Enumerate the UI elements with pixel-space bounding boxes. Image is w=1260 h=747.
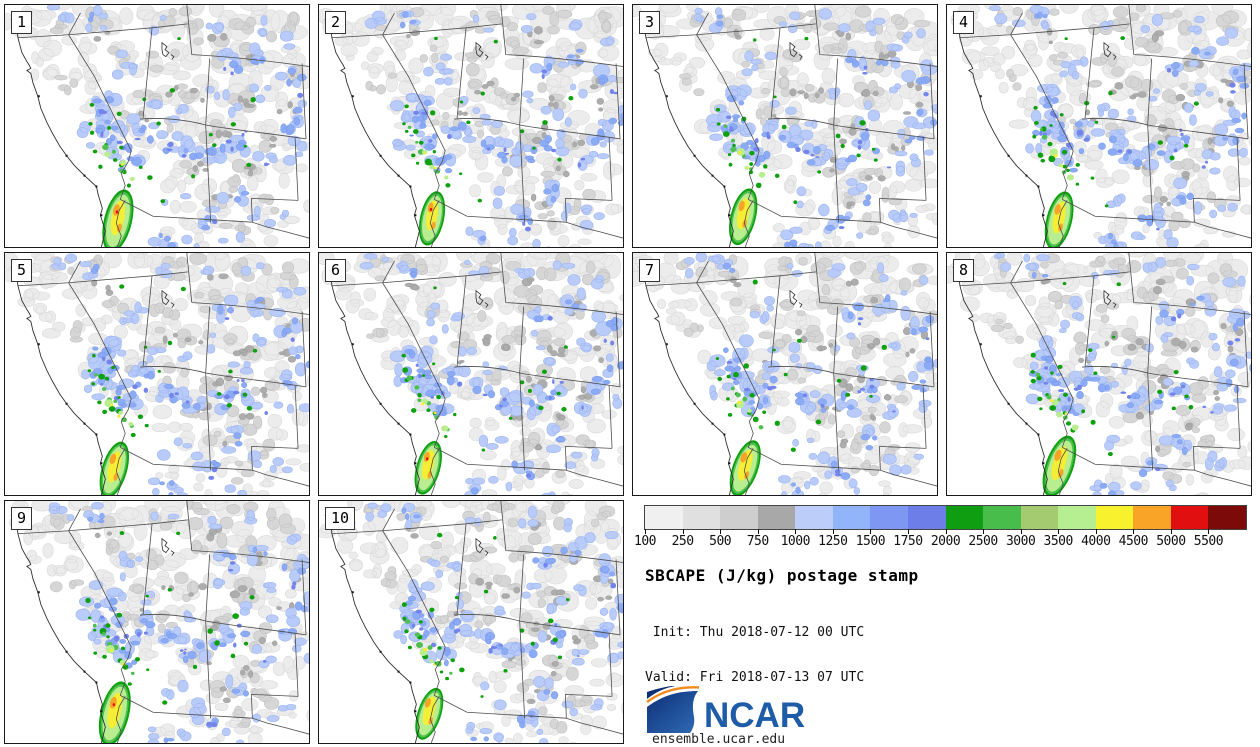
sbcape-map	[9, 501, 309, 743]
colorbar-tick-label: 4500	[1118, 534, 1149, 549]
map-panel-10: 10	[318, 500, 624, 744]
site-url: ensemble.ucar.edu	[652, 732, 786, 747]
colorbar-cell	[720, 506, 758, 529]
panel-number-badge: 5	[11, 259, 33, 282]
sbcape-map	[633, 253, 937, 495]
panel-number: 8	[959, 261, 969, 279]
map-panel-1: 1	[4, 4, 310, 248]
sbcape-map	[947, 253, 1251, 495]
panel-number: 2	[331, 13, 341, 31]
map-panel-6: 6	[318, 252, 624, 496]
colorbar-cell	[1170, 506, 1209, 529]
panel-number-badge: 9	[11, 507, 33, 530]
colorbar-tick-label: 100	[634, 534, 656, 549]
sbcape-map	[319, 5, 623, 247]
colorbar-cell	[907, 506, 946, 529]
ncar-swoosh-top-wedge	[647, 686, 676, 699]
panel-number: 1	[17, 13, 27, 31]
map-panel-8: 8	[946, 252, 1252, 496]
panel-number-badge: 6	[325, 259, 347, 282]
colorbar-tick-label: 500	[709, 534, 732, 549]
colorbar-cell	[945, 506, 984, 529]
colorbar-ticks	[645, 529, 1246, 534]
panel-number-badge: 10	[325, 507, 356, 530]
panel-number-badge: 8	[953, 259, 975, 282]
colorbar-cell	[1095, 506, 1134, 529]
ncar-logo: NCAR	[646, 686, 805, 735]
colorbar-tick-label: 250	[671, 534, 694, 549]
panel-number: 9	[17, 509, 27, 527]
colorbar-cell	[795, 506, 833, 529]
ncar-swoosh-orange-band	[646, 686, 700, 703]
ncar-swoosh-body	[647, 691, 698, 733]
colorbar-tick-label: 3000	[1005, 534, 1036, 549]
colorbar-tick-label: 1000	[780, 534, 811, 549]
colorbar-tick-label: 1500	[855, 534, 886, 549]
panel-grid: 1 2 3 4 5 6 7 8 9 10	[4, 4, 1252, 744]
colorbar-cell	[1020, 506, 1059, 529]
colorbar-cell	[832, 506, 871, 529]
colorbar-tick-label: 750	[746, 534, 769, 549]
panel-number-badge: 4	[953, 11, 975, 34]
map-panel-9: 9	[4, 500, 310, 744]
panel-number-badge: 1	[11, 11, 33, 34]
colorbar-tick-label: 1250	[818, 534, 848, 549]
colorbar-tick-label: 1750	[893, 534, 923, 549]
panel-number: 10	[331, 509, 350, 527]
ncar-wordmark: NCAR	[704, 696, 805, 735]
colorbar-cell	[645, 506, 683, 529]
map-panel-4: 4	[946, 4, 1252, 248]
figure-title: SBCAPE (J/kg) postage stamp	[645, 566, 919, 585]
init-time: Init: Thu 2018-07-12 00 UTC	[645, 625, 865, 640]
colorbar	[644, 505, 1247, 530]
panel-number: 5	[17, 261, 27, 279]
panel-number: 4	[959, 13, 969, 31]
colorbar-tick-label: 5500	[1193, 534, 1224, 549]
time-caption: Init: Thu 2018-07-12 00 UTC Valid: Fri 2…	[645, 595, 864, 715]
sbcape-map	[5, 253, 309, 495]
colorbar-cell	[983, 506, 1021, 529]
map-panel-2: 2	[318, 4, 624, 248]
colorbar-tick-label: 3500	[1043, 534, 1074, 549]
colorbar-tick-labels: 100 250 500 750 1000 1250 1500 1750 2000 2500 3000…	[634, 534, 1260, 550]
colorbar-tick-label: 2500	[968, 534, 998, 549]
sbcape-map	[319, 253, 623, 495]
colorbar-cell	[1208, 506, 1246, 529]
colorbar-tick-label: 5000	[1156, 534, 1186, 549]
valid-time: Valid: Fri 2018-07-13 07 UTC	[645, 670, 865, 685]
panel-number: 6	[331, 261, 341, 279]
panel-number-badge: 7	[639, 259, 661, 282]
panel-number: 7	[645, 261, 655, 279]
panel-number-badge: 3	[639, 11, 661, 34]
colorbar-tick-label: 4000	[1081, 534, 1111, 549]
sbcape-map	[5, 5, 309, 247]
panel-number: 3	[645, 13, 655, 31]
map-panel-7: 7	[632, 252, 938, 496]
sbcape-map	[319, 501, 623, 743]
map-panel-3: 3	[632, 4, 938, 248]
sbcape-map	[633, 5, 937, 247]
colorbar-cell	[682, 506, 721, 529]
colorbar-cell	[1058, 506, 1096, 529]
ncar-swoosh-white-band	[646, 688, 700, 706]
colorbar-tick-label: 2000	[930, 534, 961, 549]
colorbar-cell	[870, 506, 908, 529]
panel-number-badge: 2	[325, 11, 347, 34]
colorbar-cell	[1133, 506, 1171, 529]
map-panel-5: 5	[4, 252, 310, 496]
colorbar-cell	[757, 506, 796, 529]
sbcape-map	[950, 5, 1251, 247]
